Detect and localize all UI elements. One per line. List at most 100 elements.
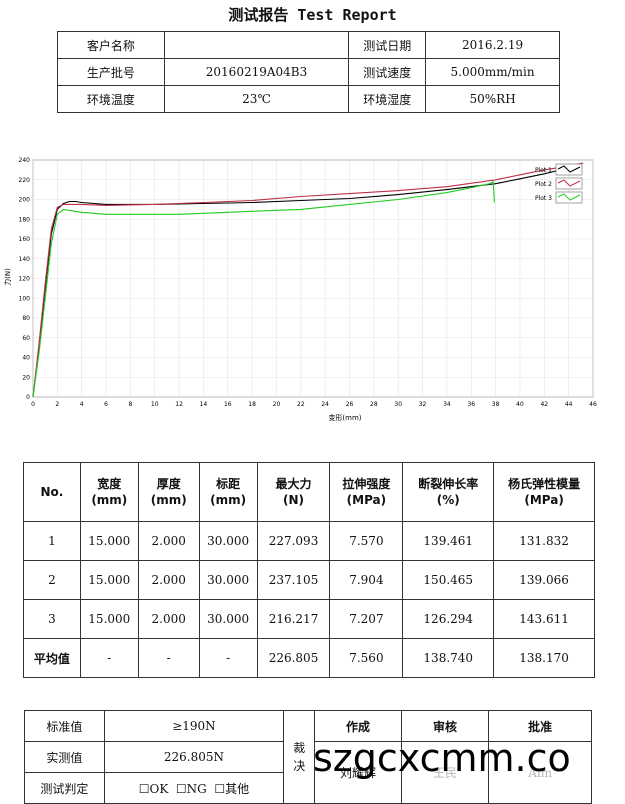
legend-swatch [555,191,583,204]
approve-signature: Aim [488,741,592,804]
header-title: No. [40,485,64,499]
std-label: 标准值 [24,710,105,742]
table-cell: - [79,638,139,678]
table-cell: 15.000 [79,599,139,639]
x-tick-label: 34 [443,401,451,408]
header-unit: (mm) [150,493,187,507]
review-signature: 王民 [400,741,490,804]
x-tick-label: 14 [200,401,208,408]
info-row: 客户名称 测试日期 2016.2.19 [57,31,560,59]
table-cell: - [137,638,200,678]
table-cell: 7.570 [329,521,404,561]
legend-label: Plot 3 [535,195,552,202]
info-cell-l1: 生产批号 [57,58,165,86]
table-cell: 1 [23,521,81,561]
header-unit: (MPa) [524,493,564,507]
y-tick-label: 100 [19,295,31,302]
table-cell: 216.217 [256,599,331,639]
table-cell: 138.740 [402,638,495,678]
table-cell: 226.805 [256,638,331,678]
table-row: 3 15.000 2.000 30.000 216.217 7.207 126.294 143… [23,599,595,639]
info-table: 客户名称 测试日期 2016.2.19 生产批号 20160219A04B3 测试速度 5.… [57,31,560,113]
table-cell: 2.000 [137,560,200,600]
make-label: 作成 [314,710,402,742]
y-tick-label: 40 [22,355,30,362]
x-tick-label: 22 [297,401,305,408]
x-tick-label: 4 [80,401,84,408]
y-tick-label: 220 [19,177,31,184]
info-cell-v2: 50%RH [425,85,560,113]
x-tick-label: 24 [321,401,329,408]
legend-label: Plot 2 [535,181,552,188]
header-unit: (MPa) [346,493,387,507]
results-header: 宽度 (mm) [79,462,139,522]
std-value: ≥190N [103,710,285,742]
table-cell: 平均值 [23,638,81,678]
y-tick-label: 20 [22,374,30,381]
header-title: 断裂伸长率 [418,477,479,491]
info-cell-l1: 环境温度 [57,85,165,113]
y-tick-label: 240 [19,157,31,164]
results-table: No. 宽度 (mm) 厚度 (mm) 标距 (mm) 最大力 (N) 拉伸强度 (MPa) 断裂伸长… [23,462,595,678]
table-cell: 126.294 [402,599,495,639]
table-row: 2 15.000 2.000 30.000 237.105 7.904 150.465 139… [23,560,595,600]
legend-line [557,165,581,173]
legend-line [557,193,581,201]
table-cell: 30.000 [198,560,258,600]
judgement-label: 测试判定 [24,772,105,804]
series-line-2 [32,162,584,398]
standard-signoff-table: 标准值 ≥190N 裁决 作成 审核 批准 实测值 226.805N 刘耀辉 王… [24,710,592,804]
table-cell: 150.465 [402,560,495,600]
x-tick-label: 46 [589,401,597,408]
legend-label: Plot 1 [535,167,552,174]
decision-label: 裁决 [283,710,316,804]
info-row: 环境温度 23℃ 环境湿度 50%RH [57,85,560,113]
x-tick-label: 16 [224,401,232,408]
x-tick-label: 8 [128,401,132,408]
header-unit: (mm) [91,493,128,507]
table-cell: 2 [23,560,81,600]
info-row: 生产批号 20160219A04B3 测试速度 5.000mm/min [57,58,560,86]
header-title: 宽度 [97,477,122,491]
judgement-options: ☐OK ☐NG ☐其他 [103,772,285,804]
header-unit: (N) [283,493,305,507]
x-tick-label: 0 [31,401,35,408]
table-cell: - [198,638,258,678]
x-tick-label: 18 [248,401,256,408]
header-unit: (mm) [210,493,247,507]
x-tick-label: 26 [346,401,354,408]
y-tick-label: 160 [19,236,31,243]
info-cell-l2: 测试日期 [348,31,427,59]
y-tick-label: 0 [26,394,30,401]
results-header: 最大力 (N) [256,462,331,522]
header-title: 拉伸强度 [342,477,391,491]
info-cell-l2: 测试速度 [348,58,427,86]
info-cell-v1: 23℃ [163,85,350,113]
approve-label: 批准 [488,710,592,742]
legend-line [557,179,581,187]
measured-value: 226.805N [103,741,285,773]
results-header: 杨氏弹性模量 (MPa) [493,462,595,522]
results-header: 厚度 (mm) [137,462,200,522]
info-cell-v2: 5.000mm/min [425,58,560,86]
table-cell: 139.066 [493,560,595,600]
measured-label: 实测值 [24,741,105,773]
table-cell: 7.904 [329,560,404,600]
y-tick-label: 120 [19,276,31,283]
y-tick-label: 140 [19,256,31,263]
make-signature: 刘耀辉 [314,741,402,804]
y-tick-label: 200 [19,197,31,204]
x-tick-label: 20 [273,401,281,408]
results-header: No. [23,462,81,522]
table-cell: 7.207 [329,599,404,639]
x-tick-label: 30 [394,401,402,408]
info-cell-v1: 20160219A04B3 [163,58,350,86]
table-cell: 30.000 [198,521,258,561]
table-cell: 15.000 [79,560,139,600]
x-axis-label: 变形(mm) [328,413,361,422]
header-title: 杨氏弹性模量 [508,477,581,491]
x-tick-label: 40 [516,401,524,408]
legend-swatch [555,177,583,190]
table-cell: 138.170 [493,638,595,678]
table-row: 平均值 - - -226.805 7.560 138.740 138.170 [23,638,595,678]
